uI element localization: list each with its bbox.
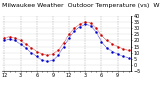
Text: Milwaukee Weather  Outdoor Temperature (vs)  Wind Chill  (Last 24 Hours): Milwaukee Weather Outdoor Temperature (v… — [2, 3, 160, 8]
